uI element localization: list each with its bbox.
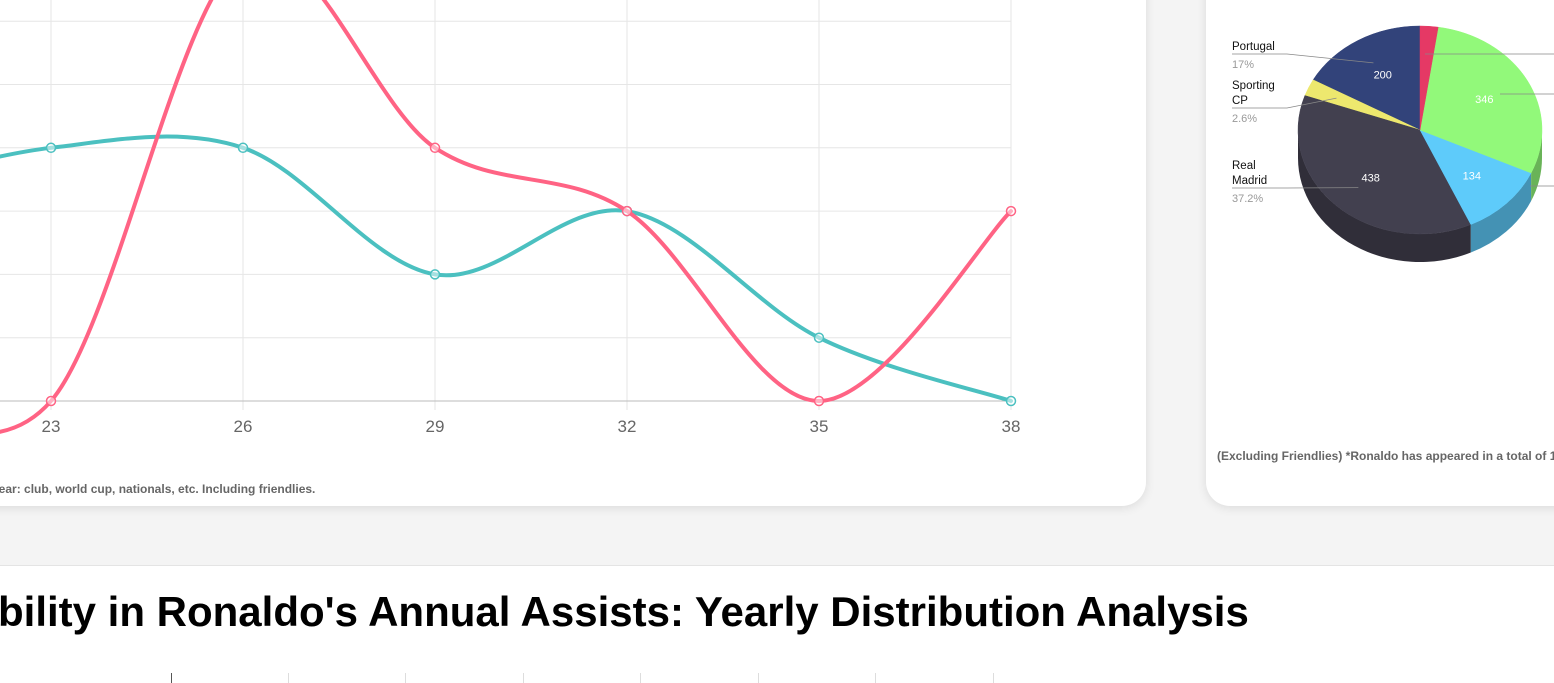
pie-slice-value-label: 200	[1374, 69, 1392, 81]
pie-percent: 2.6%	[1232, 113, 1257, 125]
pie-slice-value-label: 346	[1475, 94, 1493, 106]
pie-label: Portugal	[1232, 41, 1275, 53]
assists-section: bility in Ronaldo's Annual Assists: Year…	[0, 565, 1554, 683]
section-title: bility in Ronaldo's Annual Assists: Year…	[0, 588, 1249, 636]
pie-label: CP	[1232, 95, 1248, 107]
pie-label: Real	[1232, 160, 1256, 172]
pie-label: Sporting	[1232, 80, 1275, 92]
pie-slice-value-label: 438	[1361, 173, 1379, 185]
pie-chart: 200 438 134 346 Portugal 17% Sporting CP 2.6% Rea…	[0, 0, 1554, 506]
pie-slice-value-label: 134	[1463, 171, 1481, 183]
pie-label: Madrid	[1232, 175, 1267, 187]
line-chart-footnote: year: club, world cup, nationals, etc. I…	[0, 482, 315, 496]
pie-chart-footnote: (Excluding Friendlies) *Ronaldo has appe…	[1217, 449, 1554, 463]
pie-percent: 17%	[1232, 59, 1254, 71]
pie-percent: 37.2%	[1232, 193, 1263, 205]
